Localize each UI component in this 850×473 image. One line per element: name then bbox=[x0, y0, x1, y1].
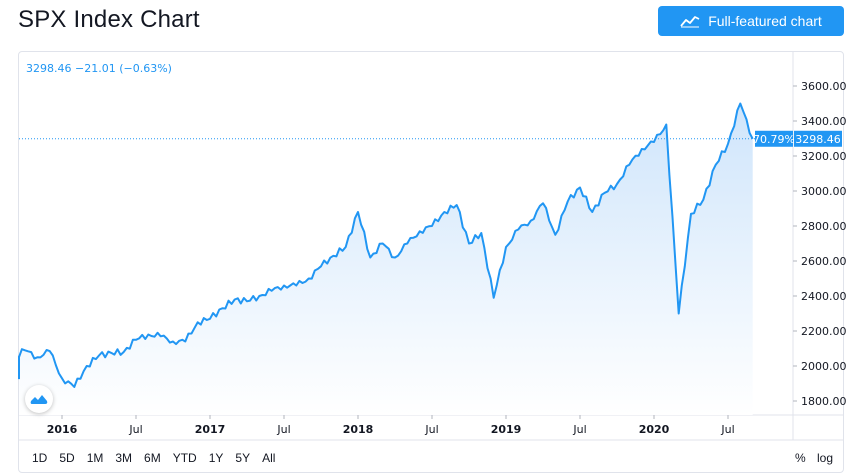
tradingview-logo[interactable] bbox=[25, 385, 53, 413]
cloud-chart-icon bbox=[30, 395, 48, 404]
y-tick-label: 2800.00 bbox=[801, 220, 847, 233]
quote-change-pct: (−0.63%) bbox=[119, 62, 172, 75]
chart-line-icon bbox=[680, 16, 700, 28]
quote-readout: 3298.46 −21.01 (−0.63%) bbox=[26, 62, 172, 75]
range-1y[interactable]: 1Y bbox=[208, 451, 224, 465]
range-1d[interactable]: 1D bbox=[32, 451, 48, 465]
y-tick-label: 3000.00 bbox=[801, 185, 847, 198]
price-badge bbox=[794, 130, 842, 147]
range-all[interactable]: All bbox=[262, 451, 276, 465]
range-1m[interactable]: 1M bbox=[86, 451, 104, 465]
y-tick-label: 2600.00 bbox=[801, 255, 847, 268]
percent-badge-label: 70.79% bbox=[753, 133, 795, 146]
quote-last: 3298.46 bbox=[26, 62, 72, 75]
y-tick-label: 2200.00 bbox=[801, 325, 847, 338]
x-tick-label: Jul bbox=[720, 423, 734, 436]
log-scale-toggle[interactable]: log bbox=[817, 451, 834, 465]
range-5y[interactable]: 5Y bbox=[235, 451, 251, 465]
full-featured-chart-label: Full-featured chart bbox=[708, 13, 822, 29]
range-ytd[interactable]: YTD bbox=[172, 451, 197, 465]
x-tick-label: Jul bbox=[572, 423, 586, 436]
quote-change: −21.01 bbox=[75, 62, 116, 75]
x-tick-label: 2019 bbox=[491, 423, 522, 436]
x-tick-label: 2016 bbox=[47, 423, 78, 436]
x-tick-label: 2018 bbox=[343, 423, 374, 436]
price-badge-label: 3298.46 bbox=[795, 133, 841, 146]
range-selector: 1D 5D 1M 3M 6M YTD 1Y 5Y All bbox=[32, 451, 287, 465]
y-tick-label: 2000.00 bbox=[801, 360, 847, 373]
y-tick-label: 3400.00 bbox=[801, 115, 847, 128]
range-3m[interactable]: 3M bbox=[115, 451, 133, 465]
y-tick-label: 2400.00 bbox=[801, 290, 847, 303]
x-tick-label: 2017 bbox=[195, 423, 226, 436]
range-6m[interactable]: 6M bbox=[144, 451, 161, 465]
x-tick-label: Jul bbox=[424, 423, 438, 436]
y-tick-label: 1800.00 bbox=[801, 395, 847, 408]
page-title: SPX Index Chart bbox=[18, 6, 200, 33]
full-featured-chart-button[interactable]: Full-featured chart bbox=[658, 6, 844, 36]
x-tick-label: 2020 bbox=[639, 423, 670, 436]
price-line bbox=[18, 102, 754, 388]
y-tick-label: 3200.00 bbox=[801, 150, 847, 163]
x-tick-label: Jul bbox=[276, 423, 290, 436]
percent-badge bbox=[755, 130, 793, 147]
percent-scale-toggle[interactable]: % bbox=[795, 451, 806, 465]
range-5d[interactable]: 5D bbox=[59, 451, 75, 465]
price-area bbox=[19, 103, 753, 415]
y-tick-label: 3600.00 bbox=[801, 80, 847, 93]
x-tick-label: Jul bbox=[128, 423, 142, 436]
